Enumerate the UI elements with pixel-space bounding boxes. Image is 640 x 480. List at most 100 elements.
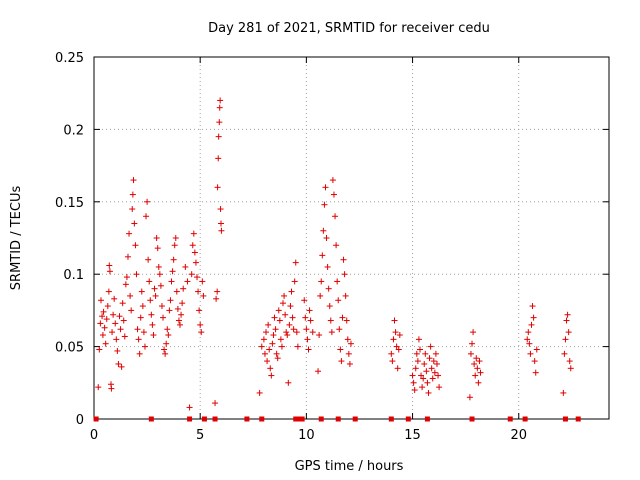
data-point [174, 305, 181, 312]
data-point [320, 227, 327, 234]
data-point [470, 329, 477, 336]
data-points [93, 97, 581, 422]
data-point [282, 311, 289, 318]
data-point [97, 320, 104, 327]
data-point [412, 365, 419, 372]
data-point [309, 329, 316, 336]
data-point [117, 326, 124, 333]
data-point [292, 259, 299, 266]
data-point [98, 297, 105, 304]
data-point [564, 311, 571, 318]
axis-ticks [93, 56, 609, 420]
data-point [192, 259, 199, 266]
data-point [266, 346, 273, 353]
data-point [212, 400, 219, 407]
y-axis-label: SRMTID / TECUs [9, 186, 24, 291]
data-point [200, 292, 207, 299]
data-point [304, 336, 311, 343]
data-point [291, 278, 298, 285]
data-point [419, 384, 426, 391]
data-point [563, 317, 570, 324]
data-point [284, 332, 291, 339]
data-point [170, 256, 177, 263]
y-tick-label: 0 [76, 413, 84, 428]
zero-point [212, 416, 218, 422]
data-point [178, 311, 185, 318]
data-point [164, 326, 171, 333]
data-point [416, 346, 423, 353]
data-point [154, 245, 161, 252]
grid-lines [94, 57, 609, 419]
data-point [269, 340, 276, 347]
zero-point [201, 416, 207, 422]
data-point [315, 368, 322, 375]
data-point [423, 368, 430, 375]
data-point [190, 230, 197, 237]
data-point [342, 292, 349, 299]
data-point [345, 350, 352, 357]
data-point [474, 365, 481, 372]
data-point [105, 288, 112, 295]
data-point [179, 300, 186, 307]
data-point [319, 252, 326, 259]
data-point [293, 329, 300, 336]
zero-point [318, 416, 324, 422]
data-point [289, 314, 296, 321]
data-point [141, 343, 148, 350]
data-point [173, 288, 180, 295]
data-point [307, 317, 314, 324]
data-point [343, 317, 350, 324]
data-point [429, 375, 436, 382]
data-point [111, 295, 118, 302]
data-point [215, 133, 222, 140]
data-point [137, 314, 144, 321]
data-point [389, 358, 396, 365]
data-point [196, 307, 203, 314]
data-point [146, 278, 153, 285]
data-point [156, 271, 163, 278]
data-point [532, 369, 539, 376]
data-point [524, 336, 531, 343]
data-point [115, 360, 122, 367]
data-point [147, 297, 154, 304]
data-point [413, 350, 420, 357]
data-point [139, 303, 146, 310]
data-point [263, 329, 270, 336]
data-point [215, 155, 222, 162]
data-point [217, 97, 224, 104]
data-point [128, 307, 135, 314]
zero-point [522, 416, 528, 422]
data-point [99, 332, 106, 339]
x-tick-label: 15 [404, 428, 421, 443]
data-point [341, 271, 348, 278]
chart-title: Day 281 of 2021, SRMTID for receiver ced… [208, 21, 490, 36]
data-point [106, 262, 113, 269]
data-point [327, 317, 334, 324]
data-point [347, 340, 354, 347]
data-point [96, 346, 103, 353]
data-point [390, 336, 397, 343]
data-point [415, 336, 422, 343]
data-point [533, 346, 540, 353]
data-point [332, 213, 339, 220]
zero-point [424, 416, 430, 422]
x-tick-label: 20 [510, 428, 527, 443]
zero-point [299, 416, 305, 422]
data-point [430, 358, 437, 365]
data-point [340, 256, 347, 263]
data-point [422, 350, 429, 357]
data-point [317, 292, 324, 299]
data-point [182, 263, 189, 270]
data-point [302, 314, 309, 321]
data-point [161, 346, 168, 353]
data-point [428, 365, 435, 372]
data-point [391, 317, 398, 324]
data-point [180, 285, 187, 292]
zero-point [259, 416, 265, 422]
data-point [194, 274, 200, 281]
data-point [126, 230, 133, 237]
data-point [411, 387, 418, 394]
data-point [186, 404, 193, 411]
data-point [103, 316, 110, 323]
